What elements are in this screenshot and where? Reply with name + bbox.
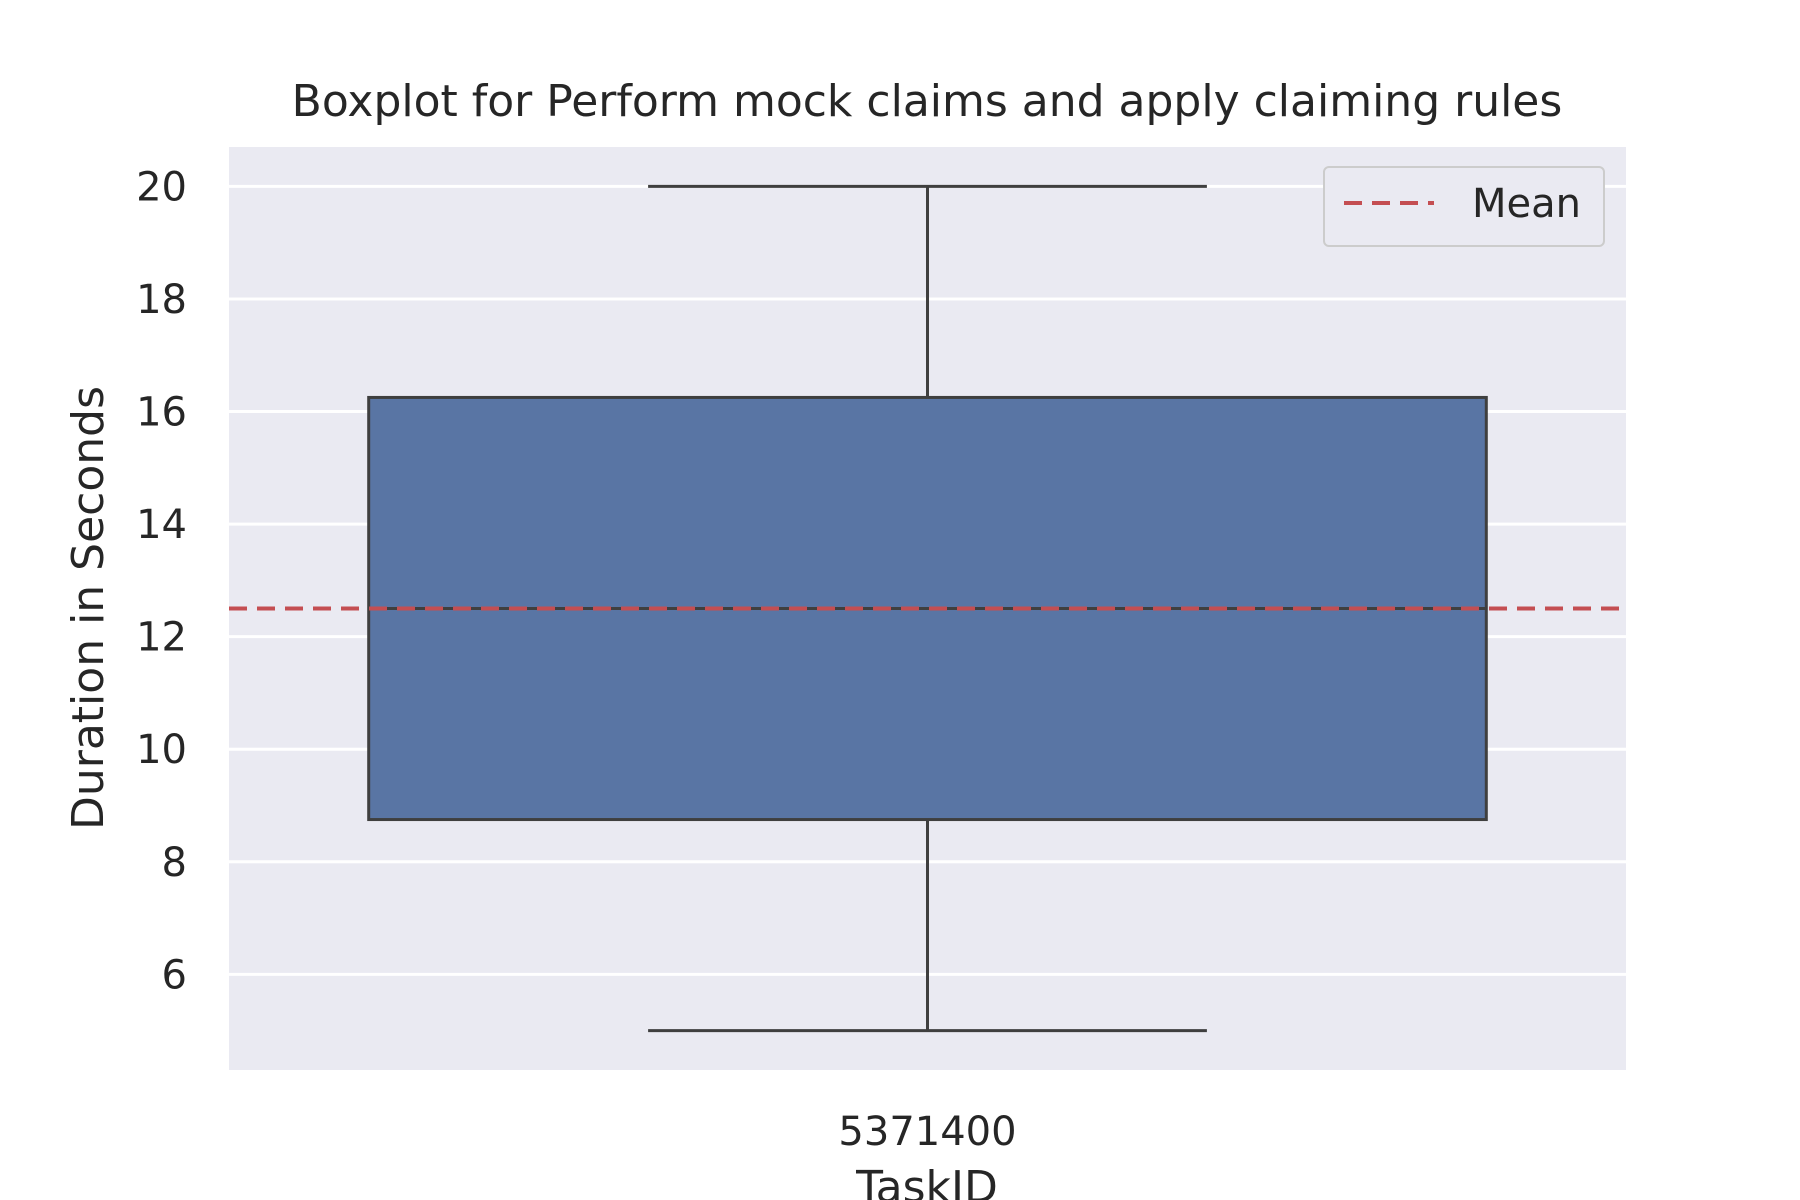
y-axis-label: Duration in Seconds [63, 386, 114, 830]
x-tick-label: 5371400 [838, 1109, 1016, 1155]
y-tick-label: 14 [136, 502, 187, 548]
y-tick-labels: 6 8 10 12 14 16 18 20 [136, 164, 187, 998]
legend-frame [1323, 166, 1605, 247]
legend: Mean [1323, 166, 1605, 247]
y-tick-label: 10 [136, 727, 187, 773]
y-tick-label: 8 [162, 840, 187, 886]
y-tick-label: 18 [136, 277, 187, 323]
x-axis-label: TaskID [855, 1162, 998, 1200]
y-tick-label: 6 [162, 952, 187, 998]
x-tick-labels: 5371400 [838, 1109, 1016, 1155]
box-marks [229, 184, 1626, 1033]
y-tick-label: 20 [136, 164, 187, 210]
y-tick-label: 12 [136, 615, 187, 661]
legend-mean-label: Mean [1472, 181, 1581, 227]
y-tick-label: 16 [136, 390, 187, 436]
chart-title: Boxplot for Perform mock claims and appl… [292, 76, 1563, 127]
